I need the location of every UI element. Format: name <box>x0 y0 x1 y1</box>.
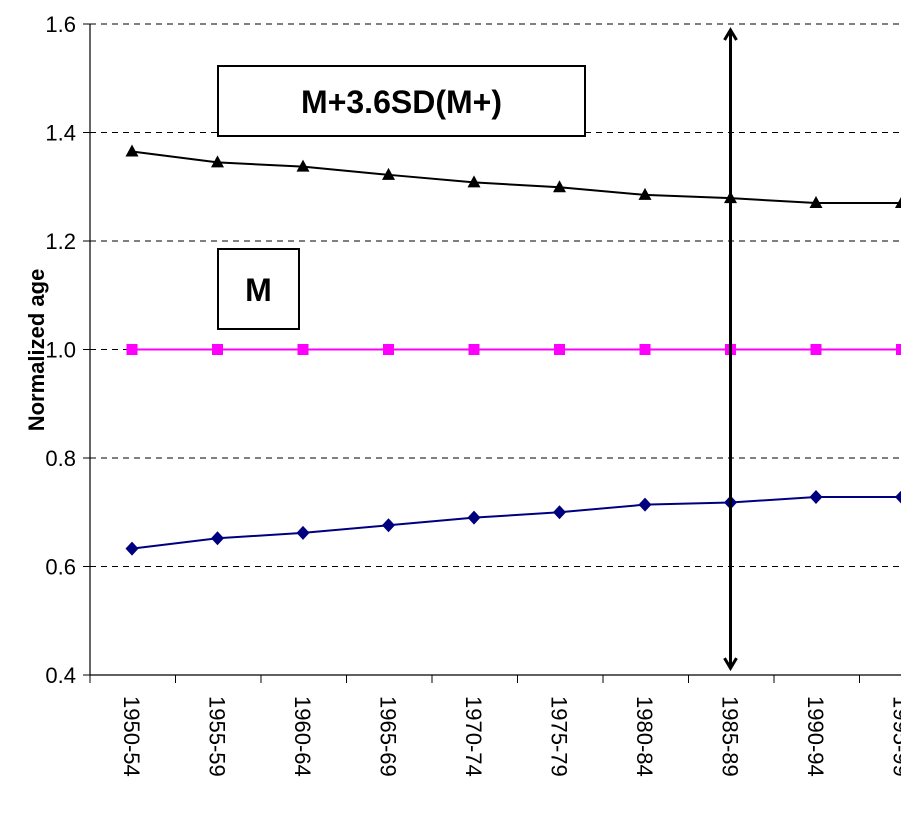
annotation-0: M+3.6SD(M+) <box>217 65 586 137</box>
y-tick-label: 0.6 <box>45 555 76 580</box>
arrow-head-top <box>723 27 738 41</box>
y-tick-label: 1.2 <box>45 229 76 254</box>
data-point <box>553 180 566 193</box>
y-tick-label: 1.0 <box>45 338 76 363</box>
data-point <box>211 531 224 546</box>
y-tick-label: 0.8 <box>45 446 76 471</box>
data-point <box>382 518 395 533</box>
series-line <box>131 496 901 550</box>
data-point <box>125 541 139 556</box>
data-point <box>810 344 822 355</box>
x-tick-label: 1965-69 <box>376 696 401 777</box>
vertical-arrow <box>723 27 738 672</box>
data-point <box>639 344 651 355</box>
x-tick-label: 1980-84 <box>632 696 657 777</box>
x-tick-label: 1975-79 <box>547 696 572 777</box>
arrow-head-bottom <box>723 657 738 672</box>
series-0 <box>125 144 901 209</box>
y-tick-label: 0.4 <box>45 663 76 688</box>
data-point <box>297 344 309 355</box>
y-axis-title: Normalized age <box>24 269 49 432</box>
annotations: M+3.6SD(M+) M <box>217 65 586 330</box>
data-point <box>809 196 823 209</box>
series-line <box>131 150 901 205</box>
data-point <box>895 490 901 504</box>
data-point <box>383 344 394 355</box>
series-1 <box>126 344 901 355</box>
annotation-label: M+3.6SD(M+) <box>301 84 502 120</box>
x-tick-label: 1955-59 <box>205 696 230 777</box>
axes <box>83 23 901 683</box>
annotation-box <box>217 65 586 137</box>
data-point <box>895 196 901 209</box>
data-point <box>468 344 480 355</box>
data-point <box>212 344 223 355</box>
data-point <box>211 155 224 168</box>
x-tick-label: 1995-99 <box>889 696 901 777</box>
data-point <box>638 187 652 200</box>
annotation-label: M <box>245 272 272 308</box>
y-tick-label: 1.4 <box>45 121 76 146</box>
data-point <box>553 505 566 520</box>
series-group <box>125 144 901 556</box>
x-tick-label: 1985-89 <box>718 696 743 777</box>
data-point <box>467 175 481 188</box>
y-tick-label: 1.6 <box>45 12 76 37</box>
data-point <box>809 490 823 505</box>
series-2 <box>125 490 901 556</box>
x-tick-label: 1950-54 <box>119 696 144 777</box>
data-point <box>296 159 310 172</box>
y-tick-labels: 0.4 0.6 0.8 1.0 1.2 1.4 1.6 <box>45 12 76 688</box>
data-point <box>125 144 139 157</box>
x-tick-label: 1970-74 <box>461 696 486 777</box>
data-point <box>296 525 310 540</box>
x-tick-label: 1990-94 <box>803 696 828 777</box>
data-point <box>638 497 652 512</box>
data-point <box>896 344 901 355</box>
data-point <box>126 344 138 355</box>
data-point <box>554 344 565 355</box>
annotation-box <box>217 248 300 330</box>
data-point <box>467 510 481 525</box>
annotation-1: M <box>217 248 300 330</box>
x-tick-label: 1960-64 <box>290 696 315 777</box>
x-tick-labels: 1950-54 1955-59 1960-64 1965-69 1970-74 1975-… <box>119 696 901 777</box>
data-point <box>382 167 395 180</box>
